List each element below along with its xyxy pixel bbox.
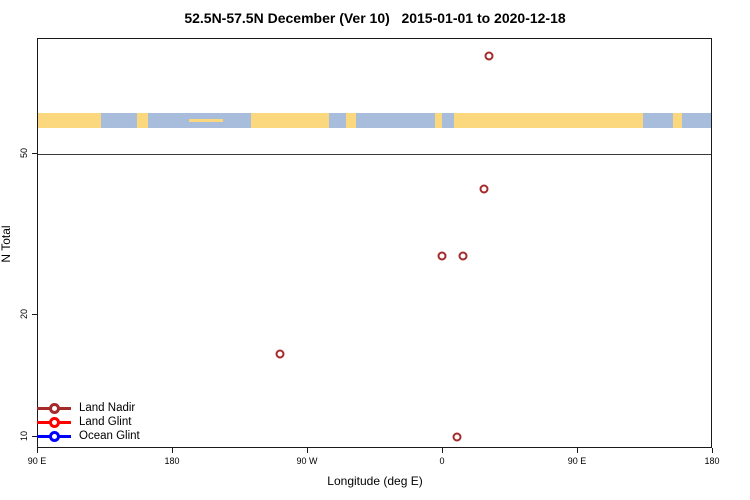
map-band-ocean-segment (328, 113, 347, 128)
x-tick-mark (577, 448, 578, 453)
map-band-ocean-segment (643, 113, 674, 128)
x-tick-label: 90 W (296, 456, 318, 466)
legend-label: Land Glint (79, 416, 132, 428)
y-axis-title: N Total (0, 225, 13, 263)
x-tick-label: 0 (439, 456, 445, 466)
x-tick-mark (172, 448, 173, 453)
ocean-glint-marker-icon (37, 429, 73, 443)
y-tick-mark (32, 436, 37, 437)
data-point-land-nadir (275, 349, 284, 359)
x-tick-mark (712, 448, 713, 453)
plot-area (37, 38, 712, 448)
x-tick-mark (307, 448, 308, 453)
map-band-island-sliver (189, 119, 224, 122)
map-band-ocean-segment (442, 113, 454, 128)
data-point-land-nadir (452, 432, 461, 442)
y-tick-label: 50 (19, 147, 29, 158)
x-axis-title: Longitude (deg E) (327, 474, 423, 488)
reference-line-50 (38, 153, 711, 155)
x-tick-mark (37, 448, 38, 453)
map-band-ocean-segment (355, 113, 436, 128)
legend: Land Nadir Land Glint Ocean Glint (37, 401, 140, 443)
y-tick-mark (32, 314, 37, 316)
legend-label: Ocean Glint (79, 430, 140, 442)
legend-item-ocean-glint: Ocean Glint (37, 429, 140, 443)
legend-item-land-nadir: Land Nadir (37, 401, 140, 415)
x-tick-label: 90 E (27, 456, 47, 466)
data-point-land-nadir (479, 184, 488, 194)
y-tick-mark (32, 152, 37, 154)
x-tick-label: 180 (704, 456, 720, 466)
map-band-ocean-segment (682, 113, 711, 128)
y-tick-label: 10 (19, 430, 29, 442)
y-tick-label: 20 (19, 309, 29, 320)
map-band-ocean-segment (100, 113, 137, 128)
x-tick-label: 90 E (567, 456, 587, 466)
x-tick-label: 180 (164, 456, 180, 466)
legend-label: Land Nadir (79, 402, 136, 414)
land-glint-marker-icon (37, 415, 73, 429)
legend-item-land-glint: Land Glint (37, 415, 140, 429)
data-point-land-nadir (484, 51, 494, 61)
land-ocean-map-band (38, 113, 711, 128)
data-point-land-nadir (437, 251, 446, 261)
land-nadir-marker-icon (37, 401, 73, 415)
data-point-land-nadir (458, 251, 467, 261)
chart-title: 52.5N-57.5N December (Ver 10) 2015-01-01… (184, 10, 566, 26)
x-tick-mark (442, 448, 443, 453)
